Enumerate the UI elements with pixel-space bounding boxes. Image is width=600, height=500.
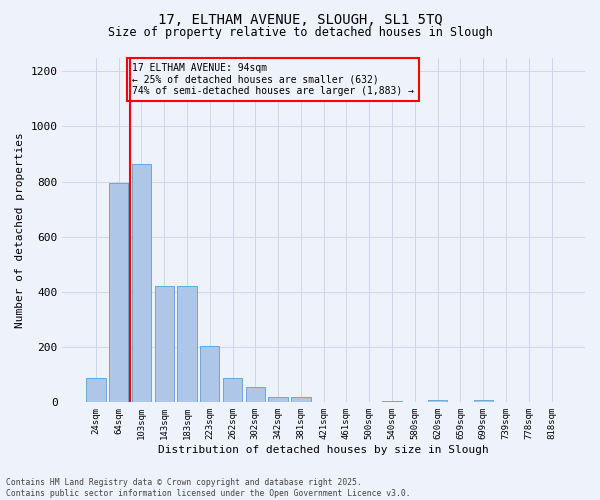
Text: Contains HM Land Registry data © Crown copyright and database right 2025.
Contai: Contains HM Land Registry data © Crown c…: [6, 478, 410, 498]
Bar: [428, 400, 448, 402]
Bar: [200, 346, 220, 403]
Bar: [132, 164, 151, 402]
Bar: [291, 397, 311, 402]
Bar: [86, 378, 106, 402]
Text: 17, ELTHAM AVENUE, SLOUGH, SL1 5TQ: 17, ELTHAM AVENUE, SLOUGH, SL1 5TQ: [158, 12, 442, 26]
Text: 17 ELTHAM AVENUE: 94sqm
← 25% of detached houses are smaller (632)
74% of semi-d: 17 ELTHAM AVENUE: 94sqm ← 25% of detache…: [133, 63, 415, 96]
Bar: [382, 401, 402, 402]
Text: Size of property relative to detached houses in Slough: Size of property relative to detached ho…: [107, 26, 493, 39]
Bar: [245, 387, 265, 402]
Y-axis label: Number of detached properties: Number of detached properties: [15, 132, 25, 328]
Bar: [178, 286, 197, 403]
Bar: [473, 400, 493, 402]
Bar: [155, 286, 174, 403]
Bar: [109, 183, 128, 402]
X-axis label: Distribution of detached houses by size in Slough: Distribution of detached houses by size …: [158, 445, 489, 455]
Bar: [268, 397, 288, 402]
Bar: [223, 378, 242, 402]
